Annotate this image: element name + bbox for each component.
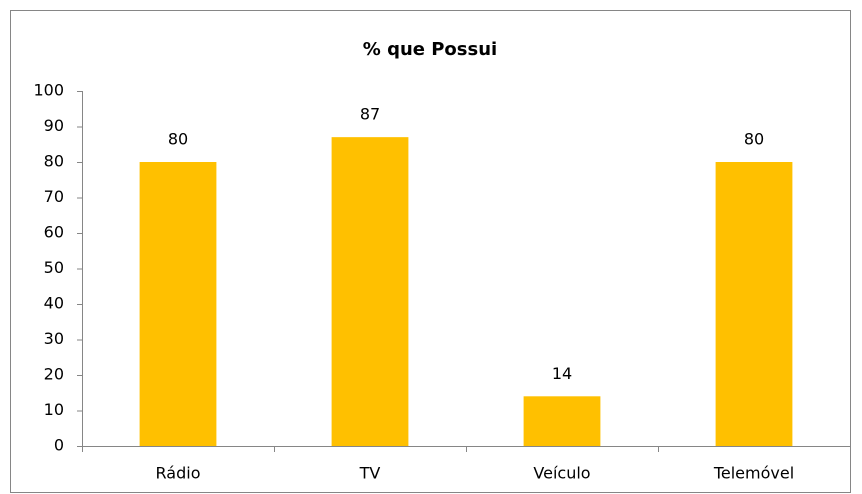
y-tick-label: 90: [44, 116, 64, 135]
data-label: 80: [168, 130, 188, 149]
chart-title: % que Possui: [363, 39, 497, 60]
x-tick-label: Veículo: [533, 464, 590, 483]
y-tick-label: 50: [44, 258, 64, 277]
x-tick-label: Telemóvel: [713, 464, 794, 483]
bar: [523, 396, 601, 446]
y-tick-label: 0: [54, 436, 64, 455]
data-label: 14: [552, 364, 572, 383]
x-tick-label: TV: [359, 464, 381, 483]
y-tick-label: 60: [44, 223, 64, 242]
data-label: 80: [744, 130, 764, 149]
bar: [139, 162, 217, 446]
y-tick-label: 10: [44, 400, 64, 419]
y-tick-label: 40: [44, 294, 64, 313]
y-tick-label: 80: [44, 152, 64, 171]
bar: [715, 162, 793, 446]
x-tick-label: Rádio: [156, 464, 201, 483]
bar: [331, 137, 409, 446]
y-tick-label: 100: [33, 81, 64, 100]
data-label: 87: [360, 105, 380, 124]
y-tick-label: 30: [44, 329, 64, 348]
y-tick-label: 70: [44, 187, 64, 206]
y-tick-label: 20: [44, 365, 64, 384]
